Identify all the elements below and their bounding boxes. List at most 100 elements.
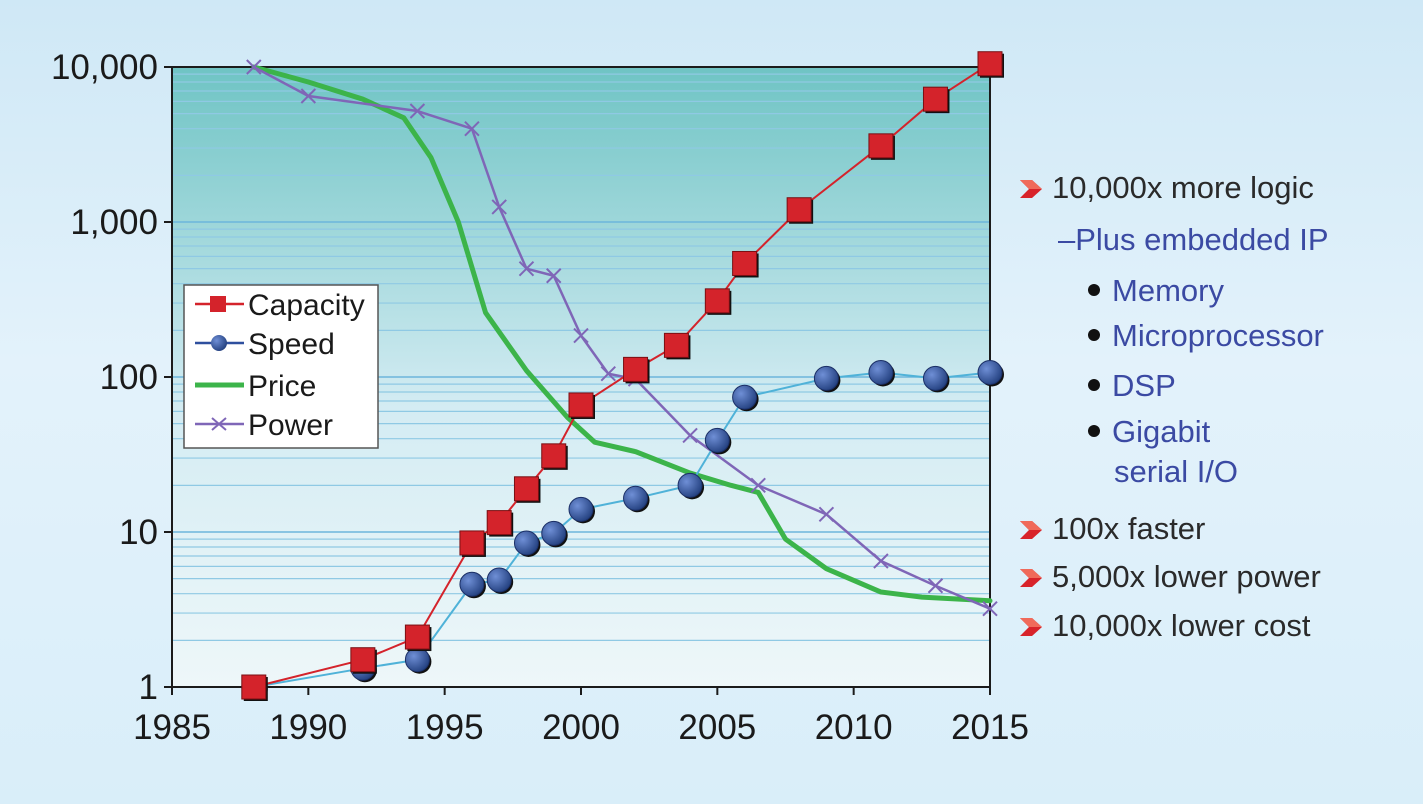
- bullet-micro-text: Microprocessor: [1112, 318, 1324, 353]
- x-tick-label: 2010: [815, 708, 893, 747]
- bullet-dsp: DSP: [1088, 368, 1176, 404]
- point-speed: [568, 496, 594, 522]
- point-capacity: [732, 250, 758, 276]
- point-speed: [922, 365, 948, 391]
- point-capacity: [241, 674, 267, 700]
- bullet-dot-icon: [1088, 284, 1100, 296]
- point-speed: [704, 427, 730, 453]
- point-speed: [404, 647, 430, 673]
- point-power: [246, 59, 262, 75]
- point-speed: [813, 365, 839, 391]
- point-power: [682, 427, 698, 444]
- x-tick-label: 2000: [542, 708, 620, 747]
- point-power: [750, 477, 766, 494]
- point-speed: [541, 520, 567, 546]
- point-capacity: [404, 624, 430, 650]
- legend-marker-capacity: [210, 296, 226, 312]
- legend: Capacity Speed Price Power: [183, 284, 379, 449]
- point-capacity: [663, 332, 689, 358]
- point-capacity: [704, 288, 730, 314]
- point-speed: [459, 571, 485, 597]
- series-line-speed: [252, 371, 991, 688]
- legend-marker-speed: [211, 335, 227, 351]
- x-tick-label: 2015: [951, 708, 1029, 747]
- point-power: [982, 600, 998, 617]
- point-power: [573, 327, 589, 344]
- legend-marker-power: [211, 417, 227, 431]
- point-power: [546, 268, 562, 284]
- bullet-faster-text: 100x faster: [1052, 511, 1206, 546]
- bullet-dot-icon: [1088, 425, 1100, 437]
- series-line-power: [252, 65, 992, 610]
- point-power: [409, 103, 426, 119]
- y-tick-label: 10: [119, 513, 158, 552]
- bullet-cost: 10,000x lower cost: [1018, 608, 1310, 644]
- x-tick-label: 1985: [133, 708, 211, 747]
- red-arrow-icon: [1020, 618, 1042, 636]
- bullet-dot-icon: [1088, 379, 1100, 391]
- legend-label-price: Price: [248, 370, 316, 403]
- bullet-logic: 10,000x more logic: [1018, 170, 1314, 206]
- point-speed: [623, 485, 649, 511]
- legend-label-capacity: Capacity: [248, 289, 365, 322]
- point-capacity: [541, 443, 567, 469]
- y-tick-label: 10,000: [51, 48, 158, 87]
- point-power: [818, 506, 835, 523]
- bullet-memory: Memory: [1088, 273, 1224, 309]
- bullet-embedded-text: –Plus embedded IP: [1058, 222, 1329, 257]
- x-tick-label: 1990: [269, 708, 347, 747]
- point-power: [464, 120, 480, 137]
- bullet-gigabit-text-2: serial I/O: [1114, 454, 1239, 489]
- bullet-dsp-text: DSP: [1112, 368, 1176, 403]
- point-power: [300, 88, 317, 104]
- series-power: [246, 59, 998, 617]
- point-speed: [486, 567, 512, 593]
- bullet-embedded: –Plus embedded IP: [1058, 222, 1329, 258]
- bullet-logic-text: 10,000x more logic: [1052, 170, 1314, 205]
- series-line-capacity: [252, 62, 991, 688]
- grid: [172, 66, 990, 688]
- point-speed: [513, 530, 539, 556]
- x-tick-label: 1995: [406, 708, 484, 747]
- point-capacity: [868, 133, 894, 159]
- point-capacity: [568, 392, 594, 418]
- legend-label-power: Power: [248, 409, 333, 442]
- legend-label-speed: Speed: [248, 328, 335, 361]
- bullet-microprocessor: Microprocessor: [1088, 318, 1324, 354]
- point-power: [600, 366, 616, 382]
- series-line-price: [251, 64, 993, 604]
- series-price: [251, 64, 993, 604]
- point-capacity: [513, 476, 539, 502]
- series-layer: [241, 51, 1004, 701]
- bullet-power-text: 5,000x lower power: [1052, 559, 1321, 594]
- bullet-gigabit: Gigabit: [1088, 414, 1210, 450]
- y-tick-label: 1,000: [70, 203, 158, 242]
- bullet-memory-text: Memory: [1112, 273, 1224, 308]
- point-capacity: [459, 530, 485, 556]
- point-speed: [977, 359, 1003, 385]
- axes: 1 10 100 1,000 10,000 1985 1990 1995 2000 2005 201…: [51, 48, 1029, 747]
- y-tick-label: 100: [100, 358, 158, 397]
- series-capacity: [241, 51, 1004, 701]
- bullet-faster: 100x faster: [1018, 511, 1205, 547]
- bullet-power: 5,000x lower power: [1018, 559, 1321, 595]
- x-tick-label: 2005: [678, 708, 756, 747]
- red-arrow-icon: [1020, 569, 1042, 587]
- point-capacity: [350, 647, 376, 673]
- bullet-gigabit-cont: serial I/O: [1114, 454, 1238, 490]
- point-capacity: [922, 86, 948, 112]
- point-speed: [868, 359, 894, 385]
- point-capacity: [623, 356, 649, 382]
- point-power: [873, 553, 889, 569]
- bullet-gigabit-text: Gigabit: [1112, 414, 1211, 449]
- red-arrow-icon: [1020, 180, 1042, 198]
- point-capacity: [486, 510, 512, 536]
- red-arrow-icon: [1020, 521, 1042, 539]
- point-speed: [732, 384, 758, 410]
- point-power: [491, 199, 507, 215]
- point-power: [927, 578, 944, 594]
- bullet-dot-icon: [1088, 329, 1100, 341]
- point-power: [518, 260, 535, 277]
